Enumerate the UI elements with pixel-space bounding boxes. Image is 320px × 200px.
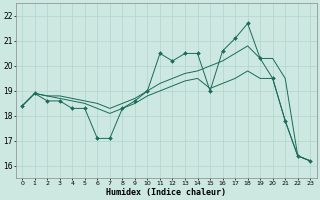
X-axis label: Humidex (Indice chaleur): Humidex (Indice chaleur) xyxy=(106,188,226,197)
